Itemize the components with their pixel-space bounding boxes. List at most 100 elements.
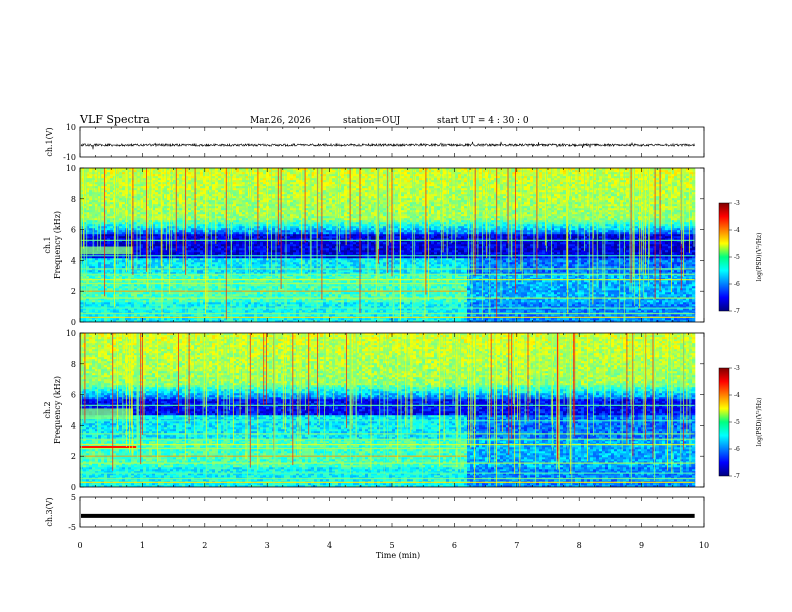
spectrogram-cell	[269, 247, 273, 251]
spectrogram-cell	[221, 181, 225, 185]
spectrogram-cell	[98, 168, 102, 171]
spectrogram-cell	[203, 301, 207, 305]
spectrogram-cell	[167, 211, 171, 215]
spectrogram-cell	[101, 171, 105, 175]
spectrogram-cell	[194, 255, 198, 259]
spectrogram-cell	[245, 255, 249, 259]
spectrogram-cell	[218, 235, 222, 239]
spectrogram-cell	[269, 301, 273, 305]
spectrogram-cell	[242, 175, 246, 179]
spectrogram-cell	[224, 259, 228, 263]
spectrogram-cell	[200, 299, 204, 303]
spectrogram-cell	[101, 293, 105, 297]
spectrogram-cell	[224, 279, 228, 283]
spectrogram-cell	[248, 303, 252, 307]
spectrogram-cell	[158, 291, 162, 295]
spectrogram-cell	[242, 287, 246, 291]
spectrogram-cell	[122, 295, 126, 299]
spectrogram-cell	[242, 211, 246, 215]
spectrogram-cell	[176, 195, 180, 199]
spectrogram-cell	[164, 265, 168, 269]
spectrogram-cell	[191, 195, 195, 199]
spectrogram-cell	[128, 223, 132, 227]
spectrogram-cell	[239, 279, 243, 283]
spectrogram-cell	[116, 279, 120, 283]
spectrogram-cell	[233, 191, 237, 195]
spectrogram-cell	[95, 287, 99, 291]
spectrogram-cell	[122, 169, 126, 173]
spectrogram-cell	[155, 297, 159, 301]
spectrogram-cell	[260, 287, 264, 291]
spectrogram-cell	[155, 179, 159, 183]
spectrogram-cell	[137, 307, 141, 311]
spectrogram-cell	[248, 307, 252, 311]
spectrogram-cell	[98, 269, 102, 273]
spectrogram-cell	[209, 227, 213, 231]
spectrogram-cell	[239, 185, 243, 189]
spectrogram-cell	[170, 269, 174, 273]
spectrogram-cell	[104, 287, 108, 291]
spectrogram-cell	[227, 249, 231, 253]
spectrogram-cell	[263, 255, 267, 259]
spectrogram-cell	[86, 193, 90, 197]
spectrogram-cell	[119, 243, 123, 247]
spectrogram-cell	[239, 203, 243, 207]
spectrogram-cell	[92, 261, 96, 265]
spectrogram-cell	[242, 285, 246, 289]
spectrogram-cell	[104, 169, 108, 173]
spectrogram-cell	[212, 305, 216, 309]
spectrogram-cell	[242, 219, 246, 223]
spectrogram-cell	[179, 261, 183, 265]
spectrogram-cell	[143, 177, 147, 181]
spectrogram-cell	[92, 173, 96, 177]
spectrogram-cell	[122, 221, 126, 225]
spectrogram-cell	[86, 173, 90, 177]
spectrogram-cell	[155, 201, 159, 205]
spectrogram-cell	[203, 219, 207, 223]
spectrogram-cell	[134, 257, 138, 261]
spectrogram-cell	[242, 318, 246, 321]
spectrogram-cell	[158, 169, 162, 173]
spectrogram-cell	[206, 293, 210, 297]
spectrogram-cell	[212, 205, 216, 209]
spectrogram-cell	[137, 273, 141, 277]
spectrogram-cell	[128, 253, 132, 257]
spectrogram-cell	[212, 285, 216, 289]
spectrogram-cell	[122, 301, 126, 305]
spectrogram-cell	[260, 199, 264, 203]
spectrogram-cell	[236, 261, 240, 265]
spectrogram-cell	[191, 197, 195, 201]
spectrogram-cell	[104, 211, 108, 215]
spectrogram-cell	[224, 201, 228, 205]
spectrogram-cell	[227, 265, 231, 269]
spectrogram-cell	[206, 241, 210, 245]
spectrogram-cell	[170, 275, 174, 279]
spectrogram-cell	[86, 203, 90, 207]
spectrogram-cell	[140, 297, 144, 301]
spectrogram-cell	[194, 231, 198, 235]
spectrogram-cell	[254, 295, 258, 299]
spectrogram-cell	[206, 305, 210, 309]
spectrogram-cell	[263, 209, 267, 213]
spectrogram-cell	[209, 318, 213, 321]
spectrogram-cell	[104, 225, 108, 229]
spectrogram-cell	[164, 249, 168, 253]
spectrogram-cell	[188, 255, 192, 259]
spectrogram-cell	[185, 225, 189, 229]
spectrogram-cell	[254, 169, 258, 173]
spectrogram-cell	[92, 235, 96, 239]
spectrogram-cell	[245, 193, 249, 197]
spectrogram-cell	[155, 173, 159, 177]
spectrogram-cell	[185, 259, 189, 263]
spectrogram-cell	[203, 179, 207, 183]
spectrogram-cell	[158, 293, 162, 297]
spectrogram-cell	[161, 259, 165, 263]
spectrogram-cell	[107, 207, 111, 211]
spectrogram-cell	[137, 259, 141, 263]
spectrogram-cell	[194, 257, 198, 261]
spectrogram-cell	[197, 221, 201, 225]
spectrogram-cell	[236, 179, 240, 183]
spectrogram-cell	[83, 215, 87, 219]
spectrogram-cell	[95, 285, 99, 289]
spectrogram-cell	[110, 203, 114, 207]
